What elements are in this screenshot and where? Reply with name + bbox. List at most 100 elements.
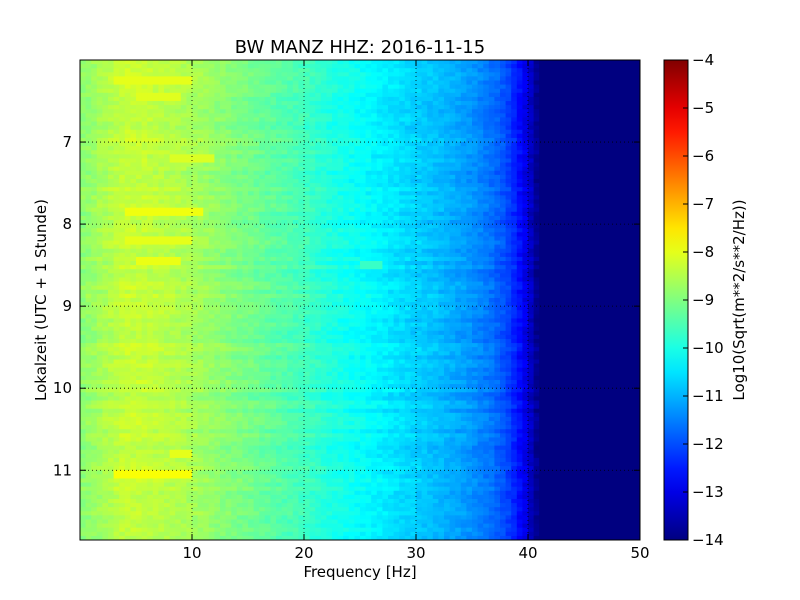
heatmap-cell <box>119 150 126 155</box>
heatmap-cell <box>528 170 535 176</box>
heatmap-cell <box>203 154 210 160</box>
heatmap-cell <box>130 191 137 196</box>
heatmap-cell <box>438 220 445 225</box>
heatmap-cell <box>332 92 339 98</box>
heatmap-cell <box>410 84 417 90</box>
heatmap-cell <box>354 166 361 172</box>
heatmap-cell <box>304 199 311 205</box>
heatmap-cell <box>477 162 484 168</box>
heatmap-cell <box>147 166 154 172</box>
heatmap-cell <box>388 224 395 229</box>
heatmap-cell <box>119 203 126 209</box>
heatmap-cell <box>466 146 473 151</box>
heatmap-cell <box>337 232 344 238</box>
heatmap-cell <box>102 96 109 102</box>
heatmap-cell <box>522 224 529 229</box>
heatmap-cell <box>180 88 187 94</box>
heatmap-cell <box>231 224 238 229</box>
heatmap-cell <box>332 248 339 254</box>
heatmap-cell <box>80 125 87 131</box>
heatmap-cell <box>606 183 613 188</box>
heatmap-cell <box>192 125 199 131</box>
heatmap-cell <box>360 154 367 160</box>
heatmap-cell <box>186 133 193 139</box>
heatmap-cell <box>119 220 126 225</box>
heatmap-cell <box>276 84 283 90</box>
heatmap-cell <box>404 117 411 123</box>
heatmap-cell <box>152 183 159 188</box>
heatmap-cell <box>438 183 445 188</box>
heatmap-cell <box>147 121 154 127</box>
heatmap-cell <box>113 121 120 127</box>
heatmap-cell <box>113 236 120 242</box>
heatmap-cell <box>589 117 596 123</box>
heatmap-cell <box>589 64 596 69</box>
heatmap-cell <box>516 109 523 114</box>
heatmap-cell <box>556 96 563 102</box>
heatmap-cell <box>444 199 451 205</box>
heatmap-cell <box>472 105 479 110</box>
heatmap-cell <box>444 232 451 238</box>
heatmap-cell <box>326 92 333 98</box>
heatmap-cell <box>158 101 165 106</box>
heatmap-cell <box>623 72 630 78</box>
heatmap-cell <box>556 187 563 192</box>
heatmap-cell <box>494 174 501 180</box>
heatmap-cell <box>337 162 344 168</box>
heatmap-cell <box>124 256 131 262</box>
heatmap-cell <box>600 154 607 160</box>
heatmap-cell <box>466 121 473 127</box>
heatmap-cell <box>180 64 187 69</box>
heatmap-cell <box>421 68 428 73</box>
heatmap-cell <box>326 117 333 123</box>
heatmap-cell <box>393 220 400 225</box>
heatmap-cell <box>410 220 417 225</box>
heatmap-cell <box>584 150 591 155</box>
heatmap-cell <box>225 211 232 217</box>
heatmap-cell <box>488 207 495 213</box>
heatmap-cell <box>220 199 227 205</box>
heatmap-cell <box>628 187 635 192</box>
heatmap-cell <box>113 133 120 139</box>
heatmap-plot <box>80 60 640 540</box>
heatmap-cell <box>231 101 238 106</box>
heatmap-cell <box>589 162 596 168</box>
heatmap-cell <box>192 60 199 65</box>
heatmap-cell <box>298 248 305 254</box>
heatmap-cell <box>248 76 255 82</box>
heatmap-cell <box>309 88 316 94</box>
heatmap-cell <box>427 154 434 160</box>
heatmap-cell <box>444 121 451 127</box>
heatmap-cell <box>427 88 434 94</box>
heatmap-cell <box>320 199 327 205</box>
heatmap-cell <box>248 133 255 139</box>
heatmap-cell <box>309 154 316 160</box>
heatmap-cell <box>382 220 389 225</box>
heatmap-cell <box>388 199 395 205</box>
heatmap-cell <box>315 76 322 82</box>
heatmap-cell <box>466 137 473 143</box>
heatmap-cell <box>259 256 266 262</box>
heatmap-cell <box>113 187 120 192</box>
heatmap-cell <box>416 105 423 110</box>
heatmap-cell <box>203 133 210 139</box>
heatmap-cell <box>460 84 467 90</box>
heatmap-cell <box>460 129 467 135</box>
heatmap-cell <box>220 72 227 78</box>
heatmap-cell <box>287 105 294 110</box>
heatmap-cell <box>460 68 467 73</box>
heatmap-cell <box>483 187 490 192</box>
heatmap-cell <box>432 113 439 119</box>
heatmap-cell <box>203 224 210 229</box>
heatmap-cell <box>124 199 131 205</box>
heatmap-cell <box>544 228 551 233</box>
heatmap-cell <box>371 137 378 143</box>
heatmap-cell <box>589 101 596 106</box>
heatmap-cell <box>208 84 215 90</box>
heatmap-cell <box>449 236 456 242</box>
heatmap-cell <box>432 133 439 139</box>
heatmap-cell <box>494 187 501 192</box>
heatmap-cell <box>80 68 87 73</box>
heatmap-cell <box>180 261 187 266</box>
heatmap-cell <box>488 117 495 123</box>
